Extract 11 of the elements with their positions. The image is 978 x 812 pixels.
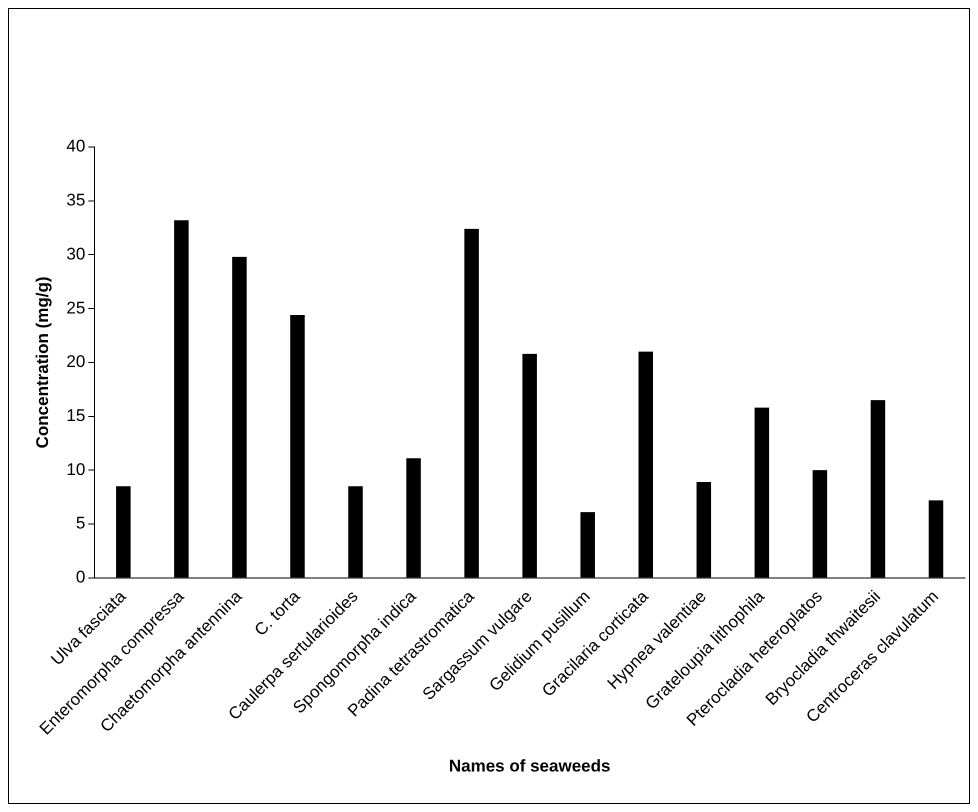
- y-tick-label: 35: [66, 190, 86, 210]
- y-tick-label: 40: [66, 136, 86, 156]
- x-axis-title: Names of seaweeds: [448, 756, 610, 776]
- y-tick-label: 30: [66, 244, 86, 264]
- y-tick-label: 5: [76, 514, 86, 533]
- y-tick-label: 25: [66, 298, 86, 318]
- y-axis-title: Concentration (mg/g): [32, 276, 52, 448]
- y-tick-label: 10: [66, 460, 86, 479]
- y-tick-label: 0: [76, 568, 86, 587]
- y-tick-label: 20: [66, 352, 86, 372]
- y-tick-label: 15: [66, 406, 86, 425]
